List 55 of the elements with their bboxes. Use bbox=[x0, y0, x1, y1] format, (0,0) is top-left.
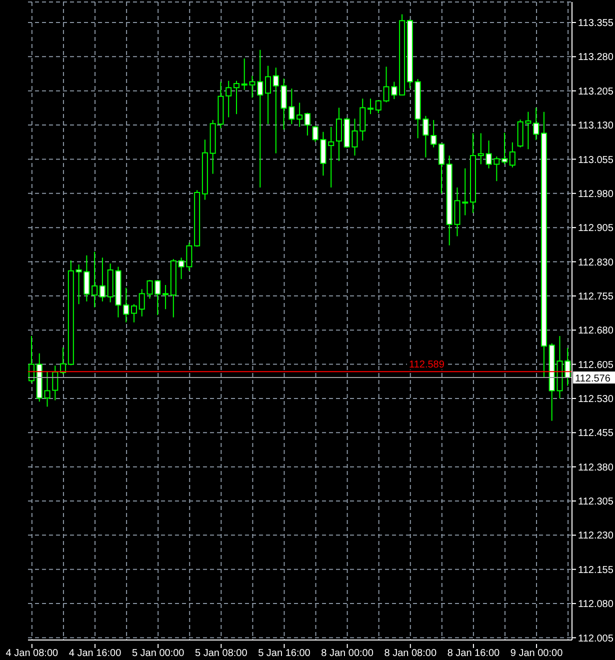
y-tick-label: 112.605 bbox=[578, 360, 614, 371]
candlestick bbox=[241, 58, 248, 90]
candlestick bbox=[123, 287, 130, 323]
y-tick-label: 112.230 bbox=[578, 530, 614, 542]
candlestick bbox=[138, 288, 145, 317]
y-tick-label: 112.830 bbox=[578, 257, 614, 268]
y-tick-label: 113.055 bbox=[578, 154, 614, 166]
candlestick bbox=[265, 65, 272, 125]
candlestick bbox=[509, 142, 516, 168]
candlestick bbox=[533, 107, 540, 141]
candlestick bbox=[233, 80, 240, 115]
x-tick-label: 9 Jan 00:00 bbox=[510, 648, 564, 659]
y-tick-label: 112.905 bbox=[578, 223, 614, 234]
x-tick-label: 8 Jan 08:00 bbox=[384, 648, 437, 659]
y-tick-label: 112.455 bbox=[578, 428, 614, 440]
candlestick bbox=[336, 107, 342, 162]
x-tick-label: 4 Jan 08:00 bbox=[6, 648, 59, 659]
candlestick bbox=[430, 120, 437, 148]
x-tick-label: 5 Jan 16:00 bbox=[258, 648, 311, 659]
candlestick bbox=[272, 67, 279, 154]
candlestick bbox=[375, 99, 382, 114]
candlestick bbox=[99, 257, 106, 302]
y-tick-label: 112.680 bbox=[578, 326, 614, 337]
x-tick-label: 8 Jan 00:00 bbox=[321, 648, 374, 659]
candlestick bbox=[296, 102, 303, 128]
y-tick-label: 113.280 bbox=[578, 52, 614, 64]
y-tick-label: 112.980 bbox=[578, 188, 614, 200]
candlestick bbox=[478, 132, 484, 165]
candlestick bbox=[162, 284, 169, 310]
candlestick bbox=[462, 168, 468, 216]
x-tick-label: 5 Jan 08:00 bbox=[195, 648, 248, 659]
candlestick bbox=[360, 98, 366, 142]
candlestick bbox=[304, 112, 310, 136]
candlestick bbox=[438, 142, 444, 194]
y-tick-label: 112.155 bbox=[578, 564, 614, 576]
x-tick-label: 8 Jan 16:00 bbox=[447, 648, 500, 659]
y-tick-label: 112.080 bbox=[578, 599, 614, 610]
candlestick bbox=[328, 126, 334, 188]
y-tick-label: 113.355 bbox=[578, 18, 614, 30]
candlestick bbox=[92, 251, 98, 308]
ref-line-label: 112.589 bbox=[409, 360, 445, 371]
x-tick-label: 4 Jan 16:00 bbox=[68, 648, 122, 659]
y-tick-label: 112.005 bbox=[578, 633, 614, 644]
y-tick-label: 113.205 bbox=[578, 86, 614, 98]
candlestick bbox=[502, 132, 508, 165]
ref-line-label: 112.576 bbox=[575, 374, 611, 385]
candlestick bbox=[368, 98, 374, 115]
candlestick bbox=[130, 304, 137, 323]
y-tick-label: 112.380 bbox=[578, 462, 614, 474]
y-tick-label: 112.530 bbox=[578, 394, 614, 406]
y-tick-label: 112.305 bbox=[578, 496, 614, 508]
y-tick-label: 112.755 bbox=[578, 291, 614, 302]
candlestick bbox=[226, 80, 232, 118]
y-tick-label: 113.130 bbox=[578, 120, 614, 132]
x-tick-label: 5 Jan 00:00 bbox=[132, 648, 185, 659]
